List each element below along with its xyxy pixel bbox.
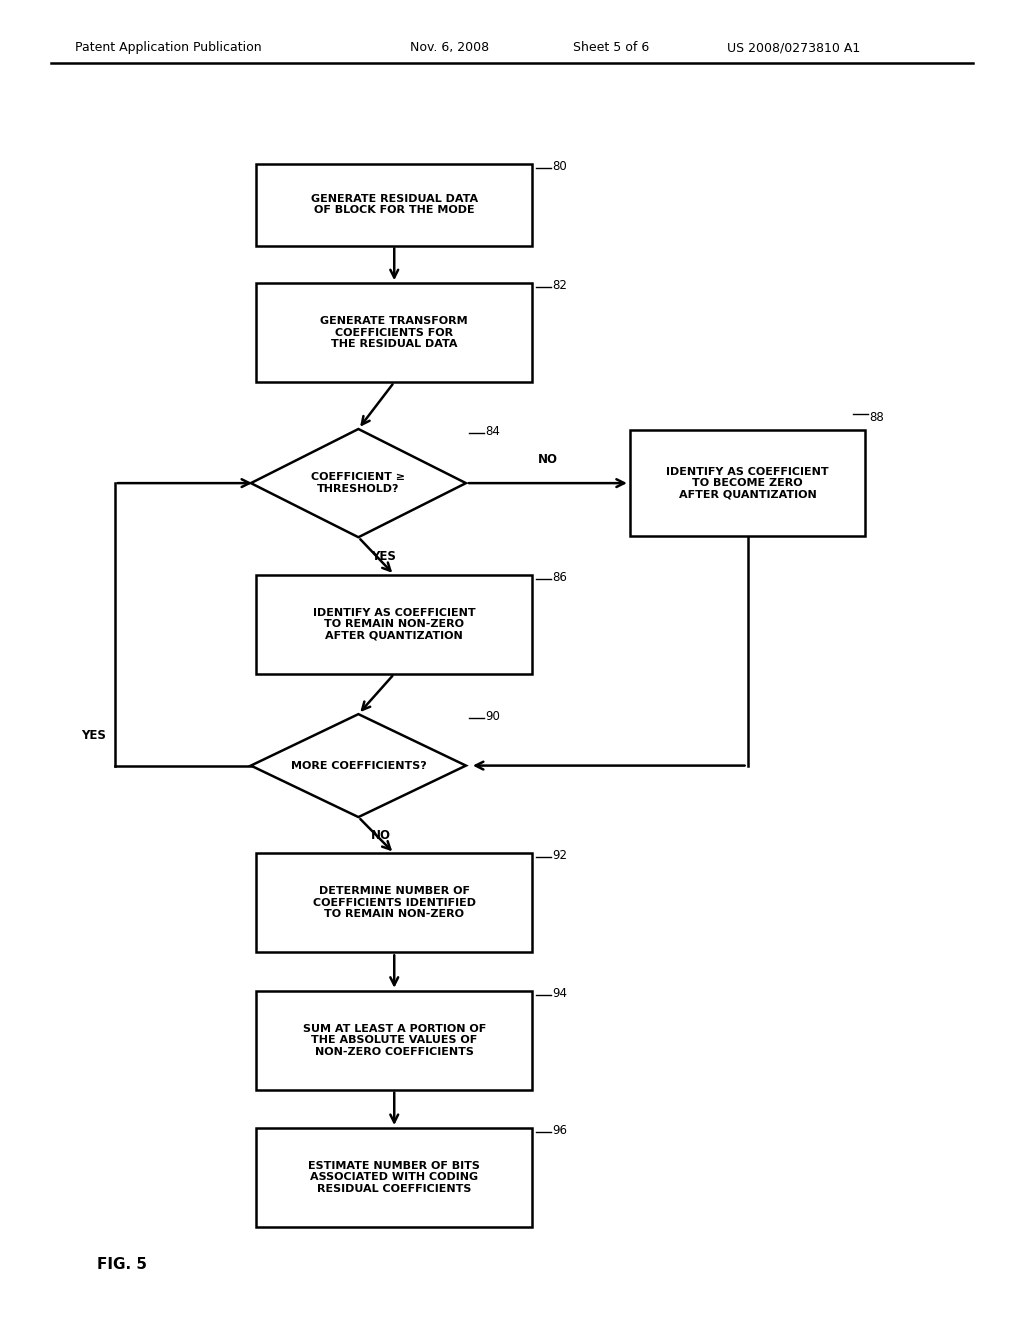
Text: 88: 88 xyxy=(869,411,884,424)
Text: DETERMINE NUMBER OF
COEFFICIENTS IDENTIFIED
TO REMAIN NON-ZERO: DETERMINE NUMBER OF COEFFICIENTS IDENTIF… xyxy=(312,886,476,920)
Polygon shape xyxy=(251,429,466,537)
Text: Nov. 6, 2008: Nov. 6, 2008 xyxy=(410,41,488,54)
Text: SUM AT LEAST A PORTION OF
THE ABSOLUTE VALUES OF
NON-ZERO COEFFICIENTS: SUM AT LEAST A PORTION OF THE ABSOLUTE V… xyxy=(303,1023,485,1057)
Text: US 2008/0273810 A1: US 2008/0273810 A1 xyxy=(727,41,860,54)
Bar xyxy=(256,1127,532,1228)
Text: ESTIMATE NUMBER OF BITS
ASSOCIATED WITH CODING
RESIDUAL COEFFICIENTS: ESTIMATE NUMBER OF BITS ASSOCIATED WITH … xyxy=(308,1160,480,1195)
Bar xyxy=(256,990,532,1090)
Text: 96: 96 xyxy=(552,1125,567,1137)
Text: 92: 92 xyxy=(552,850,567,862)
Bar xyxy=(256,574,532,673)
Text: 84: 84 xyxy=(485,425,501,438)
Text: 90: 90 xyxy=(485,710,501,723)
Text: Patent Application Publication: Patent Application Publication xyxy=(75,41,261,54)
Text: NO: NO xyxy=(538,453,558,466)
Text: YES: YES xyxy=(82,729,106,742)
Text: GENERATE RESIDUAL DATA
OF BLOCK FOR THE MODE: GENERATE RESIDUAL DATA OF BLOCK FOR THE … xyxy=(310,194,478,215)
Text: 86: 86 xyxy=(552,570,567,583)
Bar xyxy=(256,284,532,383)
Text: NO: NO xyxy=(371,829,391,842)
Text: MORE COEFFICIENTS?: MORE COEFFICIENTS? xyxy=(291,760,426,771)
Text: 80: 80 xyxy=(552,160,566,173)
Bar xyxy=(630,430,865,536)
Text: COEFFICIENT ≥
THRESHOLD?: COEFFICIENT ≥ THRESHOLD? xyxy=(311,473,406,494)
Text: IDENTIFY AS COEFFICIENT
TO BECOME ZERO
AFTER QUANTIZATION: IDENTIFY AS COEFFICIENT TO BECOME ZERO A… xyxy=(667,466,828,500)
Text: FIG. 5: FIG. 5 xyxy=(97,1257,147,1272)
Bar xyxy=(256,853,532,953)
Text: 82: 82 xyxy=(552,280,567,292)
Text: Sheet 5 of 6: Sheet 5 of 6 xyxy=(573,41,649,54)
Text: IDENTIFY AS COEFFICIENT
TO REMAIN NON-ZERO
AFTER QUANTIZATION: IDENTIFY AS COEFFICIENT TO REMAIN NON-ZE… xyxy=(313,607,475,642)
Text: GENERATE TRANSFORM
COEFFICIENTS FOR
THE RESIDUAL DATA: GENERATE TRANSFORM COEFFICIENTS FOR THE … xyxy=(321,315,468,350)
Text: YES: YES xyxy=(371,549,395,562)
Polygon shape xyxy=(251,714,466,817)
Bar xyxy=(256,164,532,246)
Text: 94: 94 xyxy=(552,987,567,999)
